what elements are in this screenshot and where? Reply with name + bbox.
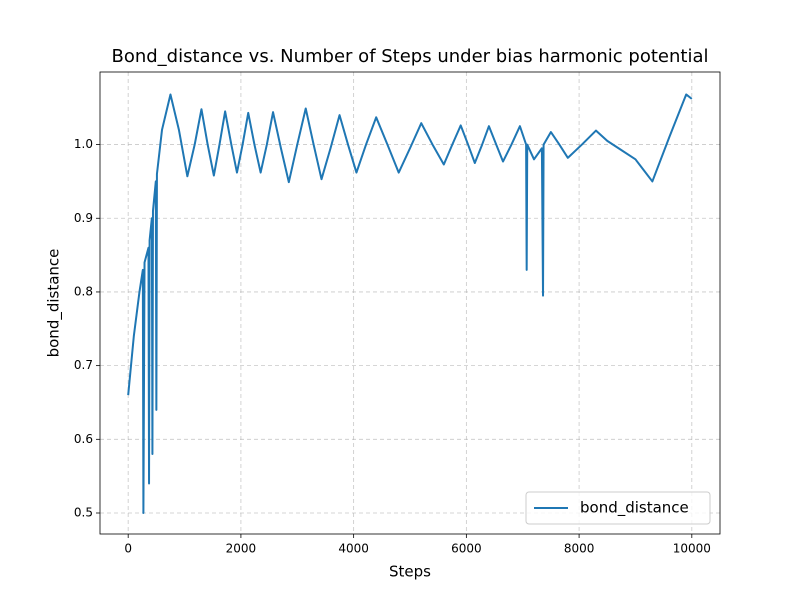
y-tick-label: 0.6 [74,432,93,446]
legend-box [525,491,711,525]
y-tick-label: 0.5 [74,506,93,520]
data-line [127,93,693,514]
legend-label: bond_distance [580,499,689,518]
y-axis-label: bond_distance [45,249,64,358]
chart-title: Bond_distance vs. Number of Steps under … [111,46,708,67]
x-tick-label: 8000 [564,542,595,556]
y-tick-label: 0.9 [74,211,93,225]
x-tick-label: 4000 [338,542,369,556]
y-tick-label: 1.0 [74,137,93,151]
plot-frame [99,71,721,535]
x-tick-label: 0 [124,542,132,556]
x-tick-label: 6000 [451,542,482,556]
x-tick-label: 10000 [673,542,711,556]
x-tick-label: 2000 [226,542,257,556]
y-tick-label: 0.7 [74,358,93,372]
y-tick-label: 0.8 [74,284,93,298]
x-axis-label: Steps [389,563,431,581]
